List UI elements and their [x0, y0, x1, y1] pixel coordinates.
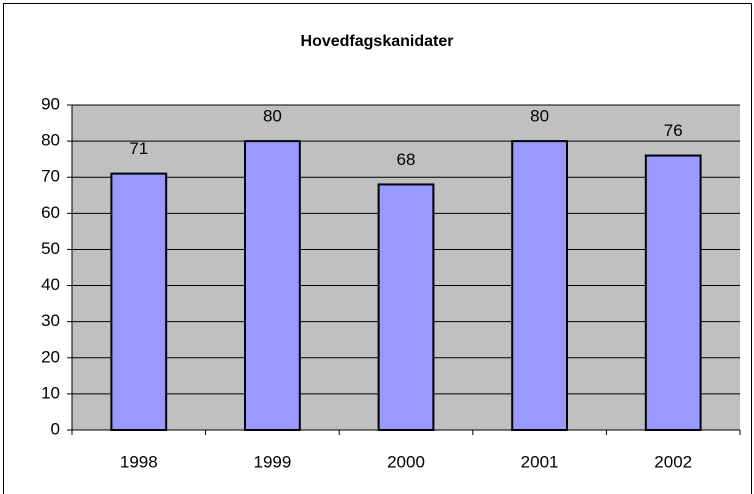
y-tick-label: 80 [41, 131, 60, 150]
bar [110, 172, 168, 431]
y-tick-label: 20 [41, 347, 60, 366]
x-tick-label: 2000 [387, 452, 425, 471]
data-label: 80 [263, 107, 282, 126]
x-tick-label: 1998 [120, 452, 158, 471]
data-label: 68 [397, 150, 416, 169]
y-tick-label: 0 [51, 419, 60, 438]
x-tick-label: 2002 [654, 452, 692, 471]
bar [644, 154, 702, 432]
y-tick-label: 30 [41, 311, 60, 330]
bar [377, 183, 435, 431]
y-tick-label: 60 [41, 203, 60, 222]
data-label: 80 [530, 107, 549, 126]
y-tick-label: 90 [41, 94, 60, 113]
x-tick-label: 2001 [521, 452, 559, 471]
bar [244, 140, 301, 431]
y-tick-label: 40 [41, 275, 60, 294]
chart-title: Hovedfagskanidater [301, 33, 454, 50]
data-label: 76 [664, 121, 683, 140]
bar [511, 140, 568, 431]
y-tick-label: 70 [41, 167, 60, 186]
y-tick-label: 50 [41, 239, 60, 258]
x-tick-label: 1999 [253, 452, 291, 471]
data-label: 71 [129, 139, 148, 158]
y-tick-label: 10 [41, 383, 60, 402]
